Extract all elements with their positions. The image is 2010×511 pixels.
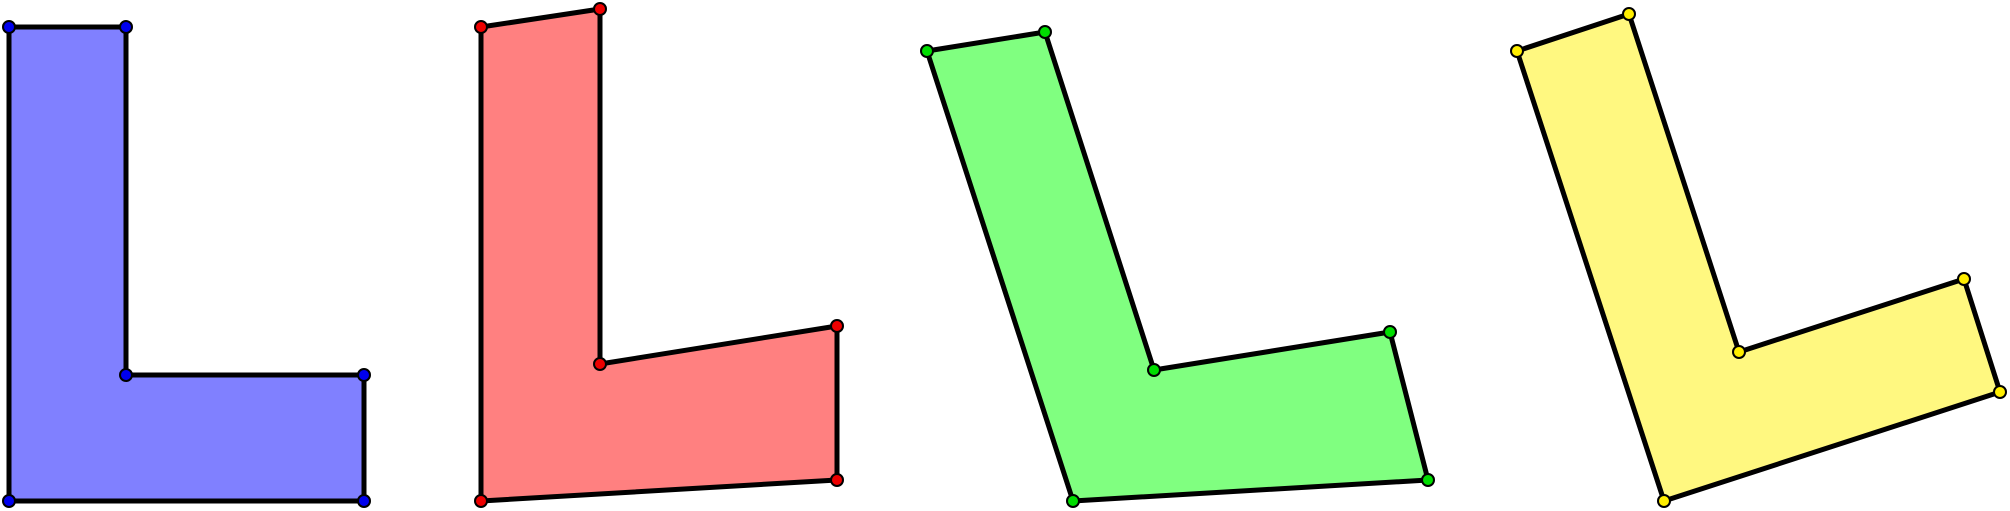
yellow-l-shape-vertex-2 xyxy=(1622,7,1636,21)
green-l-shape-vertex-6 xyxy=(1066,494,1080,508)
blue-l-shape-vertex-4 xyxy=(357,368,371,382)
blue-l-shape xyxy=(2,20,371,508)
green-l-shape-vertex-4 xyxy=(1383,325,1397,339)
green-l-shape xyxy=(920,25,1435,508)
blue-l-shape-vertex-1 xyxy=(2,20,16,34)
yellow-l-shape xyxy=(1510,7,2007,508)
blue-l-shape-vertex-5 xyxy=(357,494,371,508)
blue-l-shape-vertex-6 xyxy=(2,494,16,508)
red-l-shape-vertex-2 xyxy=(593,2,607,16)
yellow-l-shape-vertex-5 xyxy=(1993,385,2007,399)
yellow-l-shape-vertex-6 xyxy=(1657,494,1671,508)
yellow-l-shape-polygon xyxy=(1514,11,2003,504)
red-l-shape xyxy=(474,2,844,508)
red-l-shape-vertex-3 xyxy=(593,357,607,371)
red-l-shape-vertex-6 xyxy=(474,494,488,508)
blue-l-shape-vertex-2 xyxy=(119,20,133,34)
green-l-shape-vertex-5 xyxy=(1421,473,1435,487)
blue-l-shape-polygon xyxy=(6,24,367,504)
red-l-shape-polygon xyxy=(478,6,840,504)
blue-l-shape-vertex-3 xyxy=(119,368,133,382)
red-l-shape-vertex-4 xyxy=(830,319,844,333)
red-l-shape-vertex-5 xyxy=(830,473,844,487)
green-l-shape-polygon xyxy=(924,29,1431,504)
yellow-l-shape-vertex-3 xyxy=(1732,345,1746,359)
green-l-shape-vertex-2 xyxy=(1038,25,1052,39)
green-l-shape-vertex-1 xyxy=(920,44,934,58)
yellow-l-shape-vertex-4 xyxy=(1957,272,1971,286)
yellow-l-shape-vertex-1 xyxy=(1510,44,1524,58)
green-l-shape-vertex-3 xyxy=(1147,363,1161,377)
red-l-shape-vertex-1 xyxy=(474,20,488,34)
